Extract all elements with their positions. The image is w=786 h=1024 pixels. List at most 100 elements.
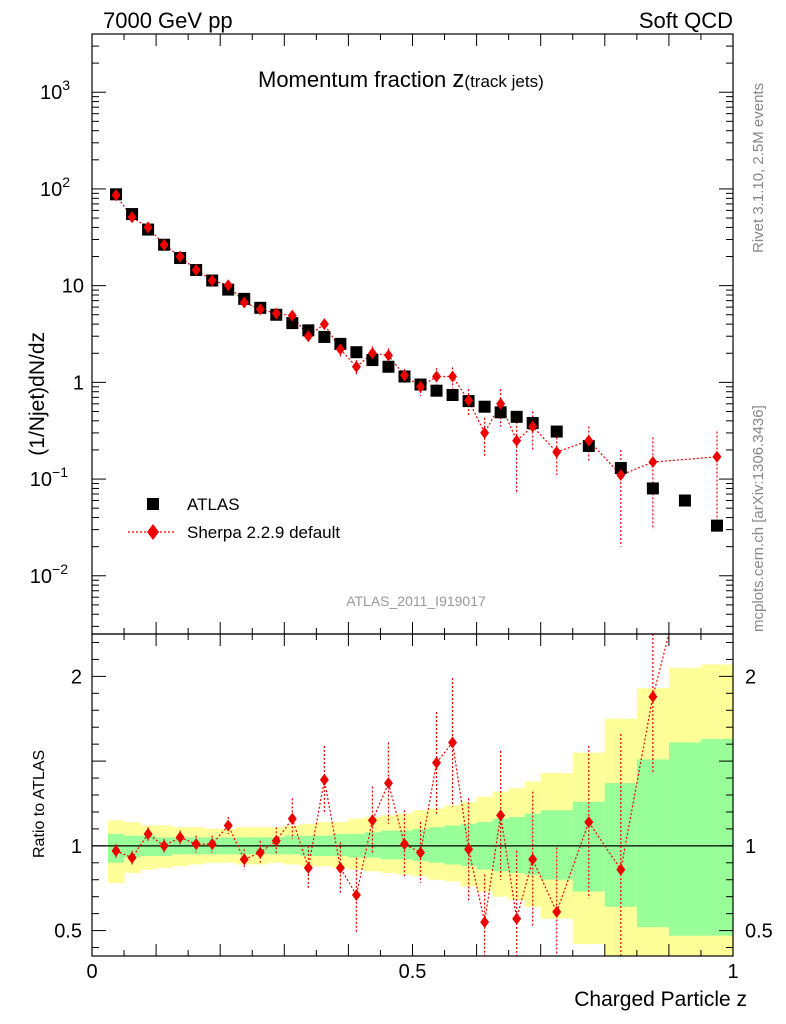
- axis-ticks: [91, 33, 734, 956]
- sherpa-point: [416, 380, 426, 393]
- sherpa-point: [496, 397, 506, 410]
- sherpa-point: [143, 221, 153, 234]
- x-tick-label: 0.5: [399, 961, 427, 983]
- main-frame: [91, 33, 734, 635]
- x-tick-label: 1: [727, 961, 738, 983]
- sherpa-point: [223, 279, 233, 292]
- ratio-point: [416, 846, 426, 859]
- ratio-band-green: [492, 818, 510, 872]
- sherpa-point: [303, 330, 313, 343]
- atlas-point: [614, 462, 627, 475]
- main-y-axis-title: (1/Njet)dN/dz: [26, 332, 49, 456]
- sherpa-point: [191, 264, 201, 277]
- atlas-point: [350, 346, 363, 359]
- atlas-point: [494, 406, 507, 419]
- sherpa-point: [159, 238, 169, 251]
- atlas-point: [366, 354, 379, 367]
- ratio-point: [255, 846, 265, 859]
- y-tick-label: 10: [62, 276, 84, 298]
- ratio-point: [335, 861, 345, 874]
- ratio-point: [584, 816, 594, 829]
- ratio-point: [143, 827, 153, 840]
- rivet-info: Rivet 3.1.10, 2.5M events: [750, 83, 767, 253]
- sherpa-line: [115, 194, 718, 476]
- y-tick-label: 1: [73, 372, 84, 394]
- header-left: 7000 GeV pp: [103, 8, 233, 33]
- ratio-y-tick-label-right: 0.5: [745, 921, 773, 943]
- sherpa-point: [367, 347, 377, 360]
- main-sherpa-line: [115, 194, 718, 476]
- y-tick-label: 103: [40, 77, 70, 104]
- x-axis-title: Charged Particle z: [574, 988, 747, 1011]
- ratio-band-green: [700, 739, 734, 936]
- sherpa-point: [255, 303, 265, 316]
- atlas-point: [382, 360, 395, 373]
- ratio-band-green: [636, 759, 670, 928]
- sherpa-point: [512, 434, 522, 447]
- ratio-point: [175, 831, 185, 844]
- ratio-point: [271, 834, 281, 847]
- sherpa-point: [464, 394, 474, 407]
- ratio-point: [528, 853, 538, 866]
- ratio-band-green: [508, 817, 526, 873]
- legend: ATLAS Sherpa 2.2.9 default: [128, 495, 340, 542]
- atlas-point: [646, 482, 659, 495]
- ratio-band-green: [428, 827, 446, 863]
- ratio-band-green: [668, 742, 702, 936]
- main-y-axis-title-text: (1/Njet)dN/dz: [26, 332, 49, 456]
- ratio-point: [399, 838, 409, 851]
- sherpa-point: [271, 307, 281, 320]
- sherpa-point: [319, 318, 329, 331]
- sherpa-point: [432, 370, 442, 383]
- atlas-point: [678, 494, 691, 507]
- ratio-y-tick-label-left: 2: [71, 666, 82, 688]
- ratio-point: [512, 912, 522, 925]
- y-tick-label: 102: [40, 174, 70, 201]
- atlas-point: [710, 519, 723, 532]
- ratio-point: [239, 853, 249, 866]
- ratio-point: [207, 838, 217, 851]
- atlas-point: [430, 384, 443, 397]
- ratio-point: [432, 756, 442, 769]
- ratio-y-axis-title-text: Ratio to ATLAS: [31, 750, 48, 858]
- sherpa-point: [127, 211, 137, 224]
- atlas-point: [446, 389, 459, 402]
- sherpa-point: [335, 343, 345, 356]
- ratio-point: [448, 736, 458, 749]
- ratio-y-axis-title: Ratio to ATLAS: [31, 750, 48, 858]
- atlas-point: [286, 317, 299, 330]
- atlas-point: [318, 330, 331, 343]
- sherpa-point: [552, 446, 562, 459]
- ratio-point: [383, 777, 393, 790]
- ratio-y-tick-label-left: 1: [71, 836, 82, 858]
- ratio-band-green: [284, 835, 301, 855]
- plot-title-main: Momentum fraction: [258, 67, 452, 92]
- mcplots-info: mcplots.cern.ch [arXiv:1306.3436]: [750, 405, 767, 632]
- plot-title-var: z: [452, 66, 464, 93]
- legend-sherpa-marker: [147, 524, 159, 540]
- sherpa-point: [584, 434, 594, 447]
- sherpa-point: [616, 469, 626, 482]
- sherpa-point: [712, 450, 722, 463]
- ratio-band-green: [380, 830, 397, 860]
- ratio-y-tick-label-right: 2: [745, 666, 756, 688]
- main-sherpa-markers: [111, 189, 722, 482]
- legend-atlas-marker: [147, 498, 159, 510]
- ratio-point: [303, 861, 313, 874]
- main-atlas-markers: [110, 188, 723, 532]
- ratio-point: [616, 863, 626, 876]
- legend-sherpa-label: Sherpa 2.2.9 default: [187, 523, 340, 542]
- ratio-point: [319, 773, 329, 786]
- sherpa-point: [480, 426, 490, 439]
- analysis-id: ATLAS_2011_I919017: [346, 593, 486, 609]
- sherpa-point: [648, 456, 658, 469]
- ratio-point: [191, 838, 201, 851]
- ratio-point: [351, 888, 361, 901]
- sherpa-point: [448, 370, 458, 383]
- ratio-band-green: [444, 825, 462, 865]
- legend-atlas-label: ATLAS: [187, 495, 240, 514]
- ratio-band-green: [604, 783, 638, 907]
- ratio-band-green: [332, 833, 349, 857]
